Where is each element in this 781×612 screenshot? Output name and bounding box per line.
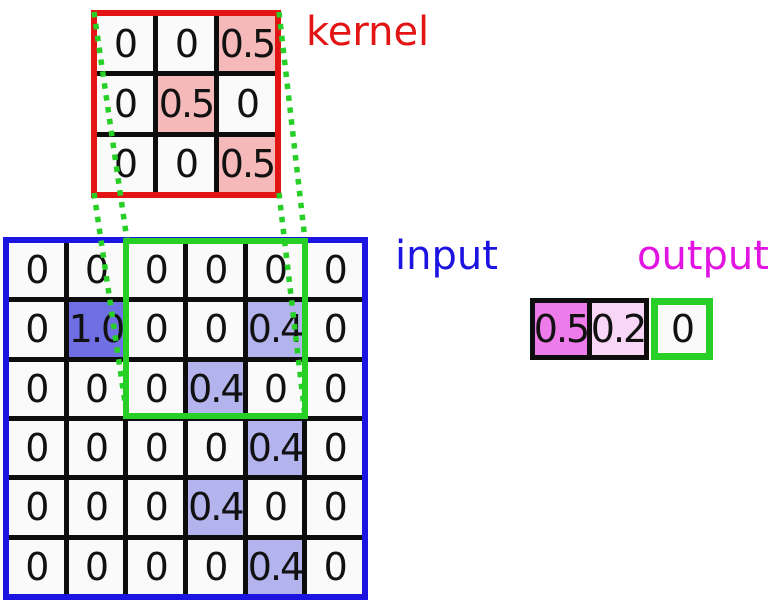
input-cell: 1.0: [68, 302, 125, 357]
input-cell: 0: [307, 539, 362, 594]
kernel-label: kernel: [306, 9, 430, 55]
output-label: output: [637, 233, 769, 279]
input-cell: 0: [68, 539, 124, 594]
kernel-cell: 0: [97, 76, 153, 132]
input-cell: 0: [68, 420, 124, 476]
kernel-cell: 0: [97, 136, 153, 192]
input-cell: 0: [9, 420, 64, 476]
input-cell: 0: [68, 480, 124, 535]
projection-line-top-right: [276, 11, 308, 241]
input-cell: 0: [188, 243, 243, 298]
input-cell: 0: [128, 361, 183, 416]
input-cell: 0: [188, 539, 243, 594]
input-cell: 0: [9, 302, 64, 357]
input-cell: 0: [9, 539, 64, 594]
input-cell: 0: [188, 302, 243, 357]
input-cell: 0: [9, 243, 64, 298]
input-cell: 0.4: [247, 420, 304, 476]
input-cell: 0: [128, 243, 183, 298]
input-cell: 0: [128, 420, 183, 476]
input-cell: 0: [68, 243, 124, 298]
input-cell: 0.4: [247, 539, 304, 594]
input-cell: 0: [307, 243, 362, 298]
input-cell: 0: [128, 539, 183, 594]
input-patch-highlight: [123, 238, 308, 419]
kernel-cell: 0: [219, 76, 275, 132]
kernel-cell: 0: [97, 16, 153, 72]
input-cell: 0: [307, 420, 362, 476]
kernel-cell: 0.5: [158, 76, 215, 132]
kernel-cell: 0: [158, 16, 214, 72]
input-cell: 0: [128, 480, 183, 535]
input-cell: 0: [247, 480, 303, 535]
input-cell: 0: [307, 361, 362, 416]
kernel-cell: 0.5: [219, 16, 276, 72]
kernel-cell: 0: [158, 136, 214, 192]
input-cell: 0: [307, 480, 362, 535]
output-cell: 0.5: [530, 298, 592, 360]
output-current-cell: 0: [651, 298, 713, 360]
kernel-matrix: 0 0 0.5 0 0.5 0 0 0 0.5: [91, 10, 281, 198]
input-cell: 0: [68, 361, 124, 416]
input-cell: 0: [9, 361, 64, 416]
output-row: 0.5 0.2 0: [530, 298, 713, 360]
input-label: input: [395, 233, 498, 279]
input-cell: 0: [188, 420, 243, 476]
input-cell: 0: [307, 302, 362, 357]
input-cell: 0: [128, 302, 183, 357]
input-cell: 0.4: [188, 361, 245, 416]
input-cell: 0: [9, 480, 64, 535]
kernel-cell: 0.5: [219, 136, 276, 192]
output-cell: 0.2: [587, 298, 649, 360]
input-cell: 0.4: [188, 480, 245, 535]
